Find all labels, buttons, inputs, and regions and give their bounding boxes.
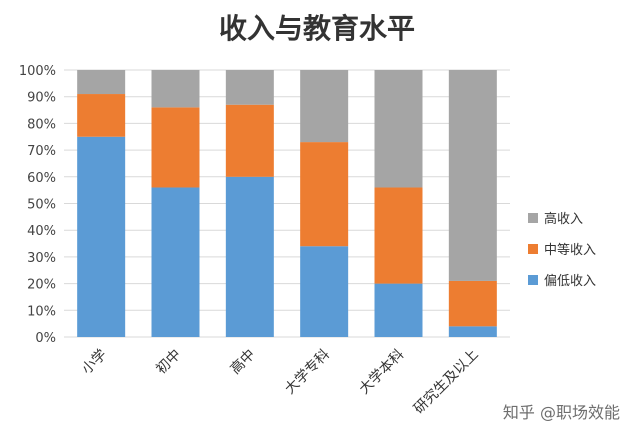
chart-title: 收入与教育水平 — [219, 12, 415, 45]
x-axis: 小学 初中 高中 大学专科 大学本科 研究生及以上 — [79, 346, 482, 417]
y-tick-label: 60% — [27, 171, 56, 186]
legend-swatch — [528, 275, 538, 285]
x-tick-label: 高中 — [227, 346, 259, 378]
x-tick-label: 小学 — [79, 347, 110, 378]
bar-segment — [448, 280, 497, 327]
legend-label: 高收入 — [544, 211, 583, 227]
bar-segment — [374, 70, 423, 188]
bar-segment — [151, 70, 200, 108]
bar-segment — [300, 142, 349, 247]
bar-segment — [225, 104, 274, 177]
x-tick-label: 初中 — [153, 346, 185, 378]
bar-segment — [151, 107, 200, 188]
legend-swatch — [528, 244, 538, 254]
bar-segment — [225, 176, 274, 337]
bar-segment — [374, 283, 423, 337]
y-tick-label: 90% — [27, 91, 56, 106]
legend-label: 中等收入 — [544, 242, 596, 258]
y-tick-label: 50% — [27, 198, 56, 213]
y-tick-label: 30% — [27, 251, 56, 266]
bar-segment — [448, 70, 497, 281]
x-tick-label: 大学专科 — [282, 347, 333, 398]
y-axis: 0% 10% 20% 30% 40% 50% 60% 70% 80% 90% 100% — [19, 64, 56, 346]
bar-segment — [300, 70, 349, 143]
y-tick-label: 10% — [27, 304, 56, 319]
bar-segment — [151, 187, 200, 337]
y-tick-label: 20% — [27, 278, 56, 293]
bar-segment — [77, 94, 126, 137]
watermark: 知乎 @职场效能 — [502, 403, 620, 422]
bar-segment — [300, 246, 349, 337]
gridlines — [64, 69, 510, 338]
y-tick-label: 40% — [27, 224, 56, 239]
bar-segment — [374, 187, 423, 284]
y-tick-label: 80% — [27, 117, 56, 132]
bar-segment — [448, 326, 497, 337]
y-tick-label: 100% — [19, 64, 56, 79]
x-tick-label: 大学本科 — [356, 347, 407, 398]
bar-segment — [77, 70, 126, 95]
bar-segment — [225, 70, 274, 105]
x-tick-label: 研究生及以上 — [411, 347, 482, 418]
legend-swatch — [528, 213, 538, 223]
legend-label: 偏低收入 — [544, 274, 596, 289]
y-tick-label: 70% — [27, 144, 56, 159]
y-tick-label: 0% — [35, 331, 56, 346]
bars — [77, 70, 497, 337]
bar-segment — [77, 136, 126, 337]
